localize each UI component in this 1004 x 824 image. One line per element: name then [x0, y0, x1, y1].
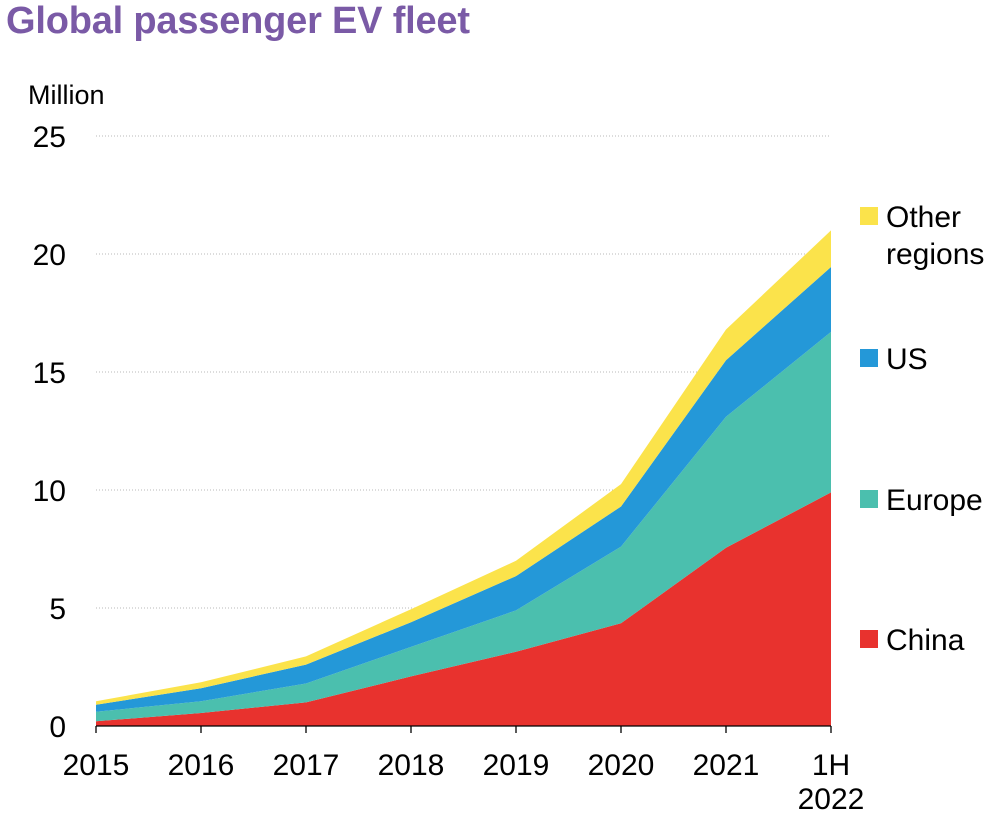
x-tick-label: 2015	[63, 749, 130, 782]
y-tick-label: 10	[33, 475, 66, 508]
legend-swatch-us	[860, 349, 878, 367]
legend-label-other-regions: Other	[886, 201, 961, 234]
y-tick-label: 25	[33, 121, 66, 154]
y-tick-label: 20	[33, 239, 66, 272]
legend-swatch-europe	[860, 490, 878, 508]
area-us	[96, 267, 831, 712]
legend-label-china: China	[886, 624, 965, 657]
legend-layer: China Europe US Other regions	[860, 201, 984, 657]
y-tick-label: 15	[33, 357, 66, 390]
y-tick-label: 0	[49, 711, 66, 744]
legend-swatch-china	[860, 630, 878, 648]
area-china	[96, 492, 831, 726]
area-layer	[96, 230, 831, 726]
x-tick-label: 2017	[273, 749, 340, 782]
axis-layer: Million 0 5 10 15 20 25 2015 2016 2017 2018 2019 202…	[28, 80, 864, 816]
x-tick-label: 2021	[693, 749, 760, 782]
area-europe	[96, 331, 831, 722]
legend-label-other-regions: regions	[886, 238, 984, 271]
chart-title: Global passenger EV fleet	[6, 0, 470, 42]
x-tick-label: 1H	[812, 749, 850, 782]
x-tick-label: 2016	[168, 749, 235, 782]
legend-label-europe: Europe	[886, 484, 983, 517]
x-tick-label: 2022	[798, 783, 865, 816]
y-axis-label: Million	[28, 80, 105, 110]
y-tick-label: 5	[49, 593, 66, 626]
x-tick-label: 2018	[378, 749, 445, 782]
legend-swatch-other-regions	[860, 207, 878, 225]
x-tick-label: 2020	[588, 749, 655, 782]
legend-label-us: US	[886, 343, 928, 376]
x-tick-label: 2019	[483, 749, 550, 782]
